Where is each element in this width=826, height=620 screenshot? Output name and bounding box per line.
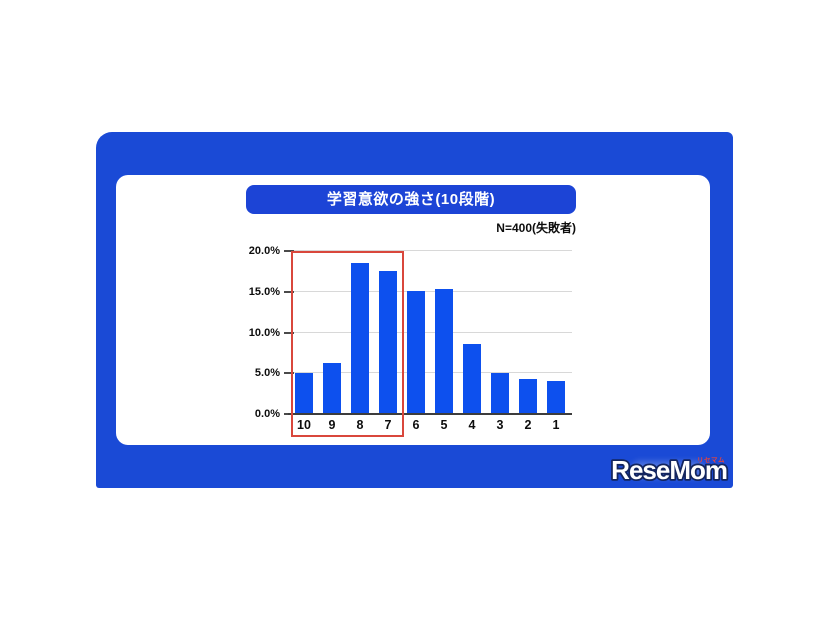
x-tick-label: 3 <box>496 418 504 432</box>
y-tick-label: 20.0% <box>248 245 280 257</box>
logo-ruby-text: リセマム <box>697 456 725 464</box>
logo-watermark <box>631 461 705 478</box>
bar-8 <box>351 263 369 414</box>
bar-cell: 8 <box>351 251 369 432</box>
bar-cell: 1 <box>547 251 565 432</box>
bar-cell: 10 <box>295 251 313 432</box>
x-tick-label: 2 <box>524 418 532 432</box>
bar-chart-plot-area: 10 9 8 7 6 5 4 3 2 1 0.0% 5.0% 10.0% 15.0% 20.0% <box>249 245 572 437</box>
x-tick-label: 4 <box>468 418 476 432</box>
y-tick-label: 0.0% <box>254 408 280 420</box>
gridline <box>288 250 572 251</box>
y-axis-tick <box>284 290 294 293</box>
bar-2 <box>519 378 537 414</box>
y-axis-tick <box>284 250 294 252</box>
bar-cell: 3 <box>491 251 509 432</box>
bar-3 <box>491 373 509 414</box>
bar-cell: 9 <box>323 251 341 432</box>
bar-cell: 4 <box>463 251 481 432</box>
resemom-logo-icon: リセマム ReseMom <box>609 453 729 484</box>
bar-5 <box>435 289 453 414</box>
x-tick-label: 5 <box>440 418 448 432</box>
bar-cell: 7 <box>379 251 397 432</box>
x-tick-label: 6 <box>412 418 420 432</box>
x-tick-label: 7 <box>384 418 392 432</box>
chart-title-pill: 学習意欲の強さ(10段階) <box>246 185 576 214</box>
logo: リセマム ReseMom <box>605 450 731 484</box>
y-tick-label: 15.0% <box>248 285 280 298</box>
gridline <box>288 331 572 333</box>
sample-size-note: N=400(失敗者) <box>496 221 576 235</box>
x-tick-label: 9 <box>328 418 336 432</box>
chart-card: 学習意欲の強さ(10段階) N=400(失敗者) 10 9 8 7 6 5 4 3 2 1 0.0… <box>116 175 710 445</box>
y-axis-tick <box>284 372 294 375</box>
bar-10 <box>295 373 313 414</box>
bar-4 <box>463 343 481 414</box>
bar-6 <box>407 290 425 414</box>
x-tick-label: 8 <box>356 418 364 432</box>
highlight-box <box>291 251 404 437</box>
bar-1 <box>547 381 565 414</box>
bars-container: 10 9 8 7 6 5 4 3 2 1 <box>288 251 572 432</box>
infographic-frame: 学習意欲の強さ(10段階) N=400(失敗者) 10 9 8 7 6 5 4 3 2 1 0.0… <box>96 132 733 488</box>
bar-cell: 2 <box>519 251 537 432</box>
x-tick-label: 10 <box>297 418 311 432</box>
bar-9 <box>323 362 341 414</box>
bar-7 <box>379 271 397 414</box>
x-tick-label: 1 <box>552 418 560 432</box>
logo-text: ReseMom <box>611 455 727 484</box>
bar-cell: 5 <box>435 251 453 432</box>
y-axis-tick <box>284 331 294 334</box>
bar-cell: 6 <box>407 251 425 432</box>
gridline <box>288 372 572 374</box>
x-axis-line <box>288 413 572 415</box>
y-tick-label: 5.0% <box>254 367 280 380</box>
gridline <box>288 290 572 292</box>
y-tick-label: 10.0% <box>248 326 280 339</box>
